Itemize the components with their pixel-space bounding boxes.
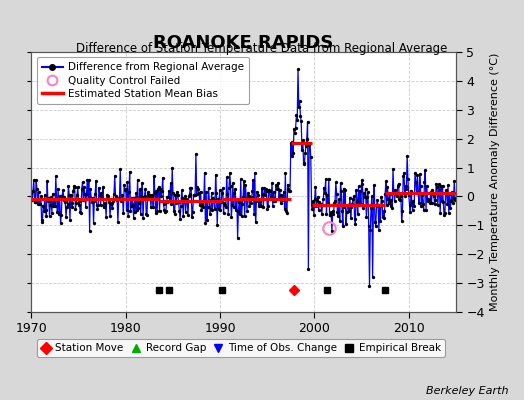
Text: Berkeley Earth: Berkeley Earth xyxy=(426,386,508,396)
Legend: Station Move, Record Gap, Time of Obs. Change, Empirical Break: Station Move, Record Gap, Time of Obs. C… xyxy=(37,339,445,358)
Text: Difference of Station Temperature Data from Regional Average: Difference of Station Temperature Data f… xyxy=(77,42,447,55)
Y-axis label: Monthly Temperature Anomaly Difference (°C): Monthly Temperature Anomaly Difference (… xyxy=(490,53,500,311)
Title: ROANOKE RAPIDS: ROANOKE RAPIDS xyxy=(154,34,334,52)
